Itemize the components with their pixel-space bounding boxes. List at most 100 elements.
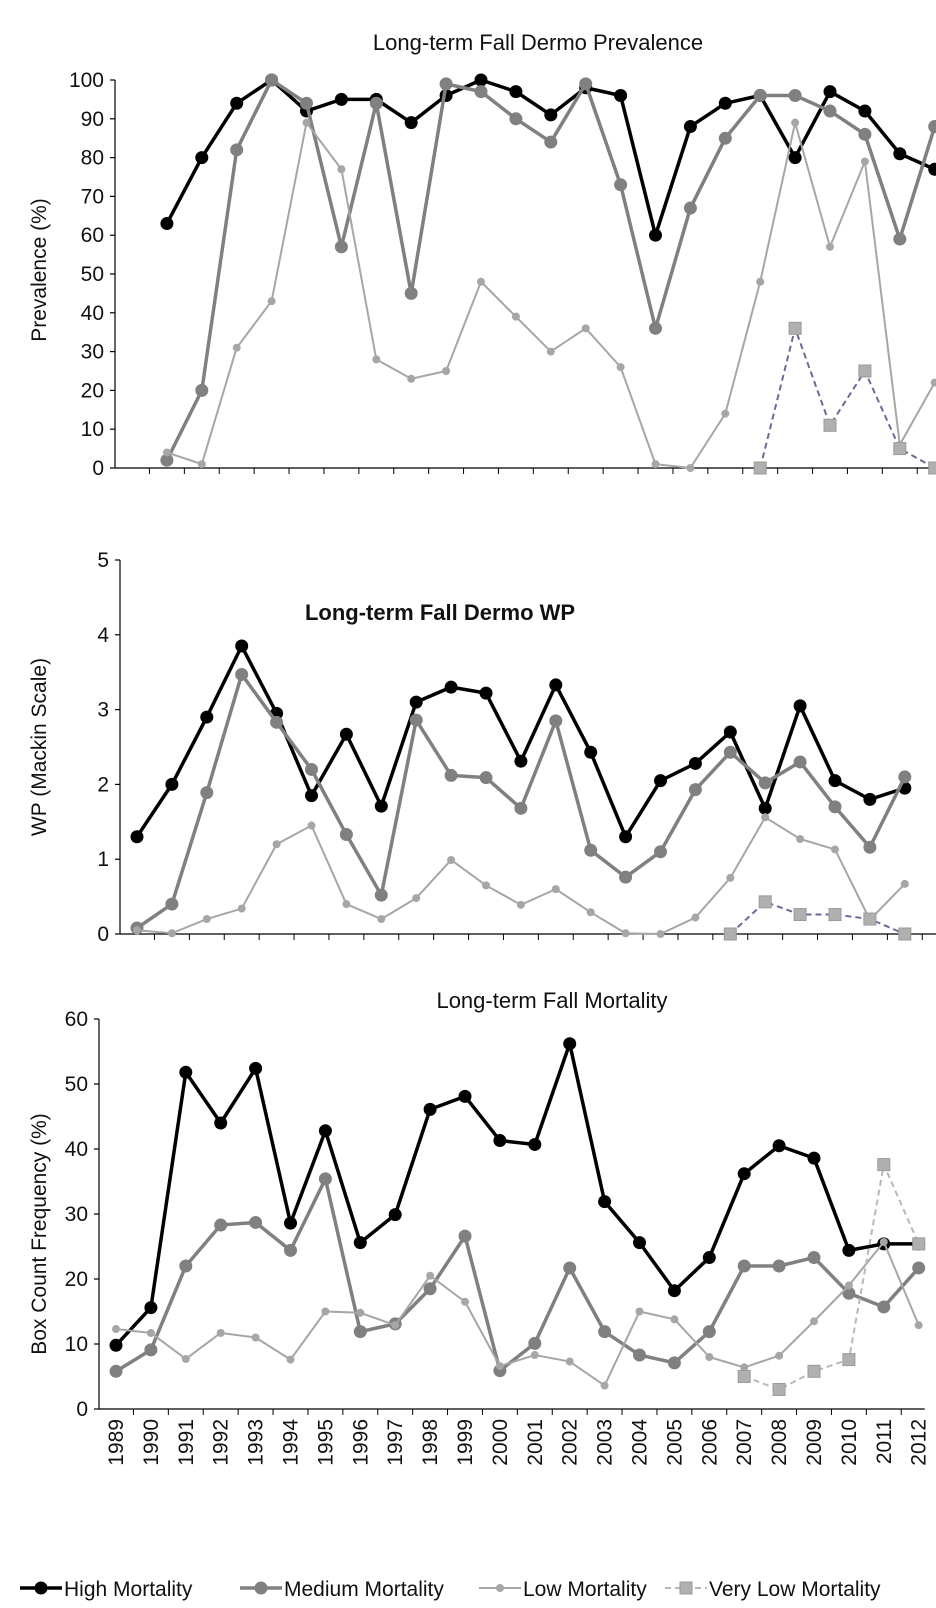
wp-title: Long-term Fall Dermo WP xyxy=(305,600,575,625)
data-point-low xyxy=(740,1363,749,1372)
prevalence-axes: 0 10 20 30 40 50 60 70 80 90 100 xyxy=(69,69,936,480)
y-tick-label: 20 xyxy=(65,1268,88,1291)
data-point-low xyxy=(616,363,625,372)
data-point-medium xyxy=(249,1215,263,1229)
mortality-y-label: Box Count Frequency (%) xyxy=(28,1113,51,1355)
data-point-medium xyxy=(165,897,179,911)
data-point-medium xyxy=(284,1243,297,1257)
data-point-low xyxy=(511,312,520,321)
data-point-high xyxy=(353,1236,367,1250)
data-point-high xyxy=(284,1216,297,1230)
mortality-panel: Long-term Fall Mortality Box Count Frequ… xyxy=(28,988,931,1466)
data-point-high xyxy=(654,774,667,788)
data-point-medium xyxy=(339,828,353,842)
data-point-low xyxy=(879,1237,888,1246)
data-point-high xyxy=(458,1089,472,1103)
legend-high: High Mortality xyxy=(20,1578,193,1601)
data-point-medium xyxy=(598,1325,612,1339)
data-point-low xyxy=(482,881,490,890)
data-point-medium xyxy=(723,745,737,759)
series-high xyxy=(160,73,936,242)
data-point-low xyxy=(442,367,451,375)
data-point-low xyxy=(726,873,735,882)
x-tick-label: 2011 xyxy=(873,1419,896,1464)
y-tick-label: 40 xyxy=(65,1138,88,1161)
x-tick-label: 1995 xyxy=(314,1419,337,1466)
x-tick-label: 2012 xyxy=(908,1419,931,1466)
data-point-high xyxy=(667,1284,681,1298)
data-point-very-low xyxy=(823,418,837,432)
data-point-low xyxy=(112,1325,120,1334)
data-point-medium xyxy=(235,667,249,681)
data-point-high xyxy=(109,1338,123,1352)
x-tick-label: 1999 xyxy=(454,1419,477,1466)
data-point-medium xyxy=(563,1261,577,1275)
data-point-high xyxy=(563,1037,577,1051)
series-low xyxy=(133,813,909,938)
data-point-low xyxy=(810,1317,818,1326)
y-tick-label: 0 xyxy=(76,1398,88,1421)
data-point-low xyxy=(756,277,765,286)
legend-medium: Medium Mortality xyxy=(240,1578,444,1601)
data-point-high xyxy=(165,777,179,791)
data-point-medium xyxy=(718,131,732,145)
legend-very-low: Very Low Mortality xyxy=(665,1578,881,1601)
data-point-high xyxy=(388,1208,402,1222)
x-tick-label: 2000 xyxy=(489,1419,512,1466)
data-point-very-low xyxy=(898,927,912,941)
data-point-low xyxy=(232,343,241,352)
data-point-low xyxy=(267,297,276,306)
data-point-medium xyxy=(579,77,593,91)
series-medium xyxy=(160,73,936,467)
data-point-medium xyxy=(807,1251,821,1265)
data-point-medium xyxy=(898,770,912,784)
data-point-high xyxy=(423,1102,437,1116)
series-low xyxy=(162,118,936,472)
data-point-medium xyxy=(374,888,388,902)
data-point-high xyxy=(334,92,348,106)
wp-y-label: WP (Mackin Scale) xyxy=(28,658,51,836)
data-point-high xyxy=(130,830,144,844)
data-point-high xyxy=(649,228,662,242)
data-point-low xyxy=(844,1281,853,1290)
y-tick-label: 90 xyxy=(81,108,104,131)
data-point-high xyxy=(718,96,732,110)
x-tick-label: 2008 xyxy=(768,1419,791,1466)
data-point-low xyxy=(447,855,456,864)
y-tick-label: 30 xyxy=(65,1203,88,1226)
data-point-medium xyxy=(479,771,493,785)
data-point-low xyxy=(761,813,770,822)
data-point-high xyxy=(619,830,633,844)
data-point-very-low xyxy=(758,895,772,909)
data-point-low xyxy=(600,1381,609,1390)
data-point-medium xyxy=(444,768,458,782)
data-point-low xyxy=(516,900,525,909)
data-point-low xyxy=(461,1297,469,1306)
data-point-medium xyxy=(528,1336,542,1350)
series-line-low xyxy=(115,1240,920,1387)
y-tick-label: 60 xyxy=(65,1008,88,1031)
data-point-high xyxy=(614,89,628,103)
data-point-low xyxy=(307,821,316,830)
data-point-low xyxy=(546,347,555,356)
series-line-high xyxy=(114,1041,919,1347)
data-point-high xyxy=(160,217,174,231)
data-point-high xyxy=(214,1116,228,1130)
prevalence-title: Long-term Fall Dermo Prevalence xyxy=(373,30,703,55)
legend-medium-label: Medium Mortality xyxy=(284,1578,444,1601)
legend-high-label: High Mortality xyxy=(64,1578,193,1601)
data-point-medium xyxy=(334,240,348,254)
data-point-high xyxy=(493,1134,507,1148)
data-point-low xyxy=(656,930,665,938)
data-point-medium xyxy=(109,1364,123,1378)
series-line-low xyxy=(166,121,936,469)
legend-low-marker xyxy=(496,1584,504,1592)
data-point-low xyxy=(302,118,311,127)
data-point-low xyxy=(586,908,595,917)
series-high xyxy=(109,1037,926,1352)
data-point-medium xyxy=(549,714,563,728)
data-point-high xyxy=(179,1065,193,1079)
data-point-medium xyxy=(793,755,807,769)
data-point-low xyxy=(133,926,141,935)
